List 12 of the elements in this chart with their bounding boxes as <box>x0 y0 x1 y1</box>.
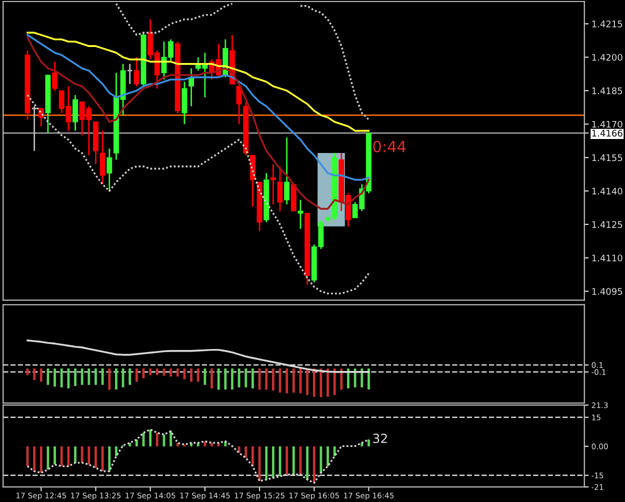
y-tick-label: 1.4095 <box>592 288 622 295</box>
text: 0:44 <box>373 140 406 152</box>
y-tick-label: 1.4140 <box>592 188 622 195</box>
y-tick-label: 1.4215 <box>592 20 622 28</box>
y-tick-label: 1.4200 <box>592 54 622 61</box>
y-tick-label: 1.4155 <box>592 154 622 162</box>
y-tick-label: 1.4125 <box>592 221 622 228</box>
y-tick-label: 1.4185 <box>592 87 622 94</box>
y-tick-label: 1.4170 <box>592 120 622 128</box>
text: 32 <box>373 434 387 444</box>
y-tick-label: 1.4110 <box>592 254 622 262</box>
y-tick-label: 1.4166 <box>592 130 622 137</box>
